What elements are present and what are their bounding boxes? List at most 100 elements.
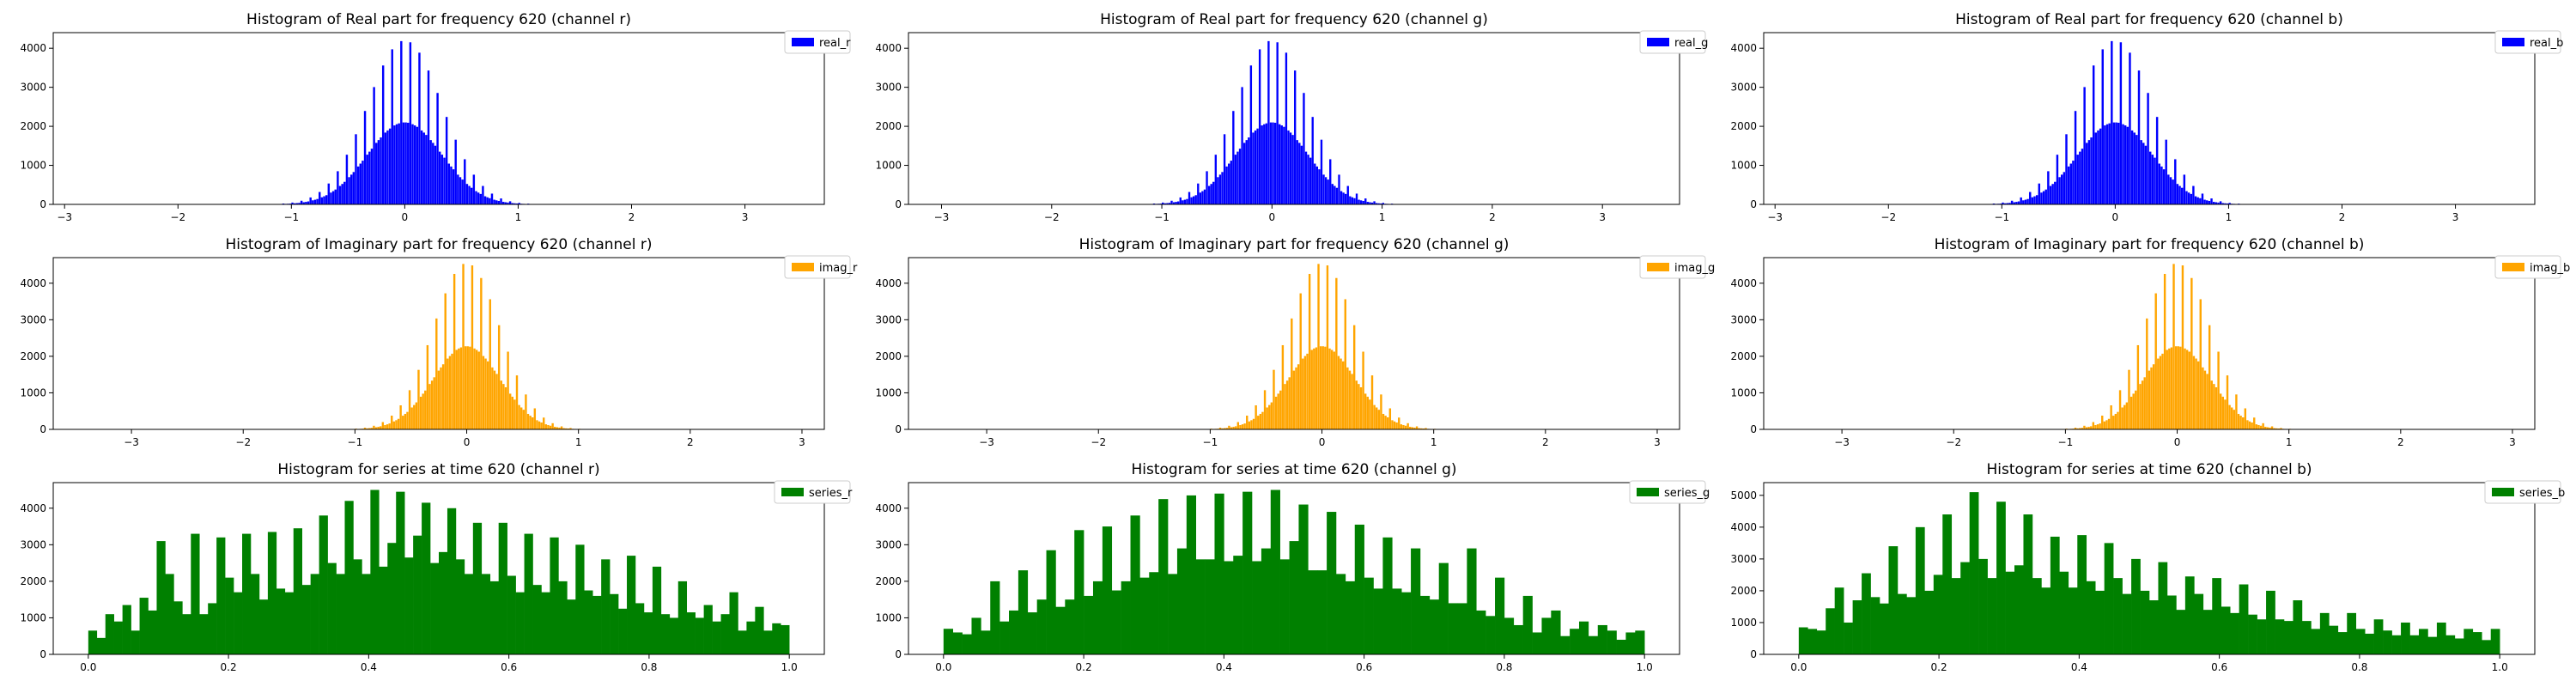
histogram-bar — [1307, 155, 1309, 204]
histogram-bar — [327, 183, 331, 204]
histogram-bar — [461, 179, 464, 204]
histogram-bar — [515, 592, 525, 654]
y-tick-label: 3000 — [875, 538, 902, 550]
legend-swatch — [1637, 488, 1659, 496]
histogram-bar — [2169, 177, 2172, 204]
axes-frame — [1763, 32, 2536, 205]
histogram-bar — [1256, 128, 1259, 204]
y-tick-label: 3000 — [875, 313, 902, 325]
histogram-bar — [2185, 191, 2188, 204]
y-tick-label: 3000 — [20, 538, 46, 550]
histogram-bar — [1055, 606, 1066, 654]
x-tick-label: 3 — [2509, 436, 2516, 448]
histogram-bar — [1322, 174, 1325, 204]
histogram-bar — [2215, 386, 2218, 429]
legend-frame — [784, 30, 851, 54]
histogram-bar — [569, 428, 572, 429]
histogram-bar — [1303, 93, 1305, 204]
histogram-bar — [1409, 426, 1412, 429]
histogram-bar — [2251, 423, 2253, 429]
histogram-bar — [1334, 185, 1336, 204]
histogram-bar — [2040, 192, 2043, 204]
chart-title: Histogram of Real part for frequency 620… — [246, 11, 631, 28]
histogram-bar — [686, 612, 696, 654]
subplot-9: Histogram for series at time 620 (channe… — [1730, 461, 2565, 673]
histogram-bar — [495, 200, 498, 204]
chart-title: Histogram for series at time 620 (channe… — [1987, 461, 2312, 478]
histogram-bar — [1607, 630, 1617, 654]
histogram-bar — [695, 617, 704, 654]
histogram-bar — [404, 413, 407, 429]
histogram-bar — [1353, 198, 1356, 204]
histogram-bar — [375, 143, 378, 204]
x-tick-label: −1 — [1203, 436, 1218, 448]
histogram-bar — [1862, 573, 1871, 654]
histogram-bar — [2266, 590, 2275, 654]
histogram-bar — [2026, 198, 2029, 204]
histogram-bar — [1288, 377, 1291, 429]
histogram-bar — [2149, 151, 2152, 204]
histogram-bar — [2121, 407, 2123, 429]
histogram-bar — [1294, 70, 1297, 204]
histogram-bar — [1192, 196, 1195, 204]
histogram-bar — [504, 386, 507, 429]
histogram-bar — [1250, 420, 1253, 429]
legend-label: imag_r — [819, 262, 858, 275]
legend-frame — [1639, 255, 1706, 279]
histogram-bar — [1888, 546, 1899, 654]
histogram-bar — [489, 299, 491, 429]
histogram-bar — [1844, 622, 1853, 654]
legend: real_b — [2494, 30, 2563, 54]
histogram-bar — [2129, 396, 2133, 429]
subplot-8: Histogram for series at time 620 (channe… — [875, 461, 1710, 673]
histogram-bar — [452, 169, 455, 204]
histogram-bar — [2202, 610, 2213, 654]
histogram-bar — [511, 203, 513, 204]
histogram-bar — [2032, 578, 2042, 654]
histogram-bar — [1176, 548, 1188, 654]
legend-label: imag_b — [2530, 262, 2570, 275]
histogram-bar — [462, 264, 465, 429]
histogram-bar — [2210, 198, 2213, 204]
histogram-bar — [2101, 416, 2104, 429]
y-tick-label: 3000 — [1730, 313, 1757, 325]
histogram-bar — [1551, 610, 1561, 654]
histogram-bar — [2215, 202, 2218, 204]
histogram-bar — [1321, 346, 1324, 429]
legend-frame — [2484, 480, 2561, 504]
y-tick-label: 3000 — [1730, 82, 1757, 94]
histogram-bar — [388, 423, 391, 429]
histogram-bar — [2196, 361, 2200, 429]
histogram-bar — [1233, 556, 1243, 654]
histogram-bar — [1102, 526, 1113, 654]
histogram-bar — [1217, 177, 1219, 204]
histogram-bar — [1317, 570, 1327, 654]
histogram-bar — [1298, 143, 1301, 204]
chart-title: Histogram of Imaginary part for frequenc… — [225, 236, 652, 253]
histogram-bar — [2445, 635, 2456, 654]
histogram-bar — [1186, 495, 1197, 654]
legend: imag_r — [784, 255, 858, 279]
y-tick-label: 5000 — [1730, 489, 1757, 502]
histogram-bar — [2154, 157, 2156, 204]
histogram-bar — [2472, 632, 2482, 654]
histogram-bar — [556, 427, 559, 429]
histogram-bar — [387, 543, 397, 654]
histogram-bar — [432, 143, 434, 204]
y-tick-label: 1000 — [1730, 160, 1757, 172]
chart-title: Histogram of Real part for frequency 620… — [1100, 11, 1488, 28]
histogram-bar — [550, 537, 559, 654]
histogram-bar — [2117, 411, 2119, 429]
histogram-bar — [1298, 504, 1309, 654]
x-tick-label: 0.2 — [1931, 661, 1947, 673]
histogram-bar — [1206, 171, 1208, 204]
histogram-bar — [416, 126, 419, 204]
histogram-bar — [2103, 421, 2106, 429]
histogram-bar — [549, 425, 552, 429]
histogram-bar — [310, 574, 319, 654]
histogram-bar — [484, 358, 487, 429]
histogram-bar — [480, 277, 483, 429]
histogram-bar — [2172, 179, 2174, 204]
histogram-bar — [450, 166, 453, 204]
histogram-bar — [493, 199, 495, 204]
